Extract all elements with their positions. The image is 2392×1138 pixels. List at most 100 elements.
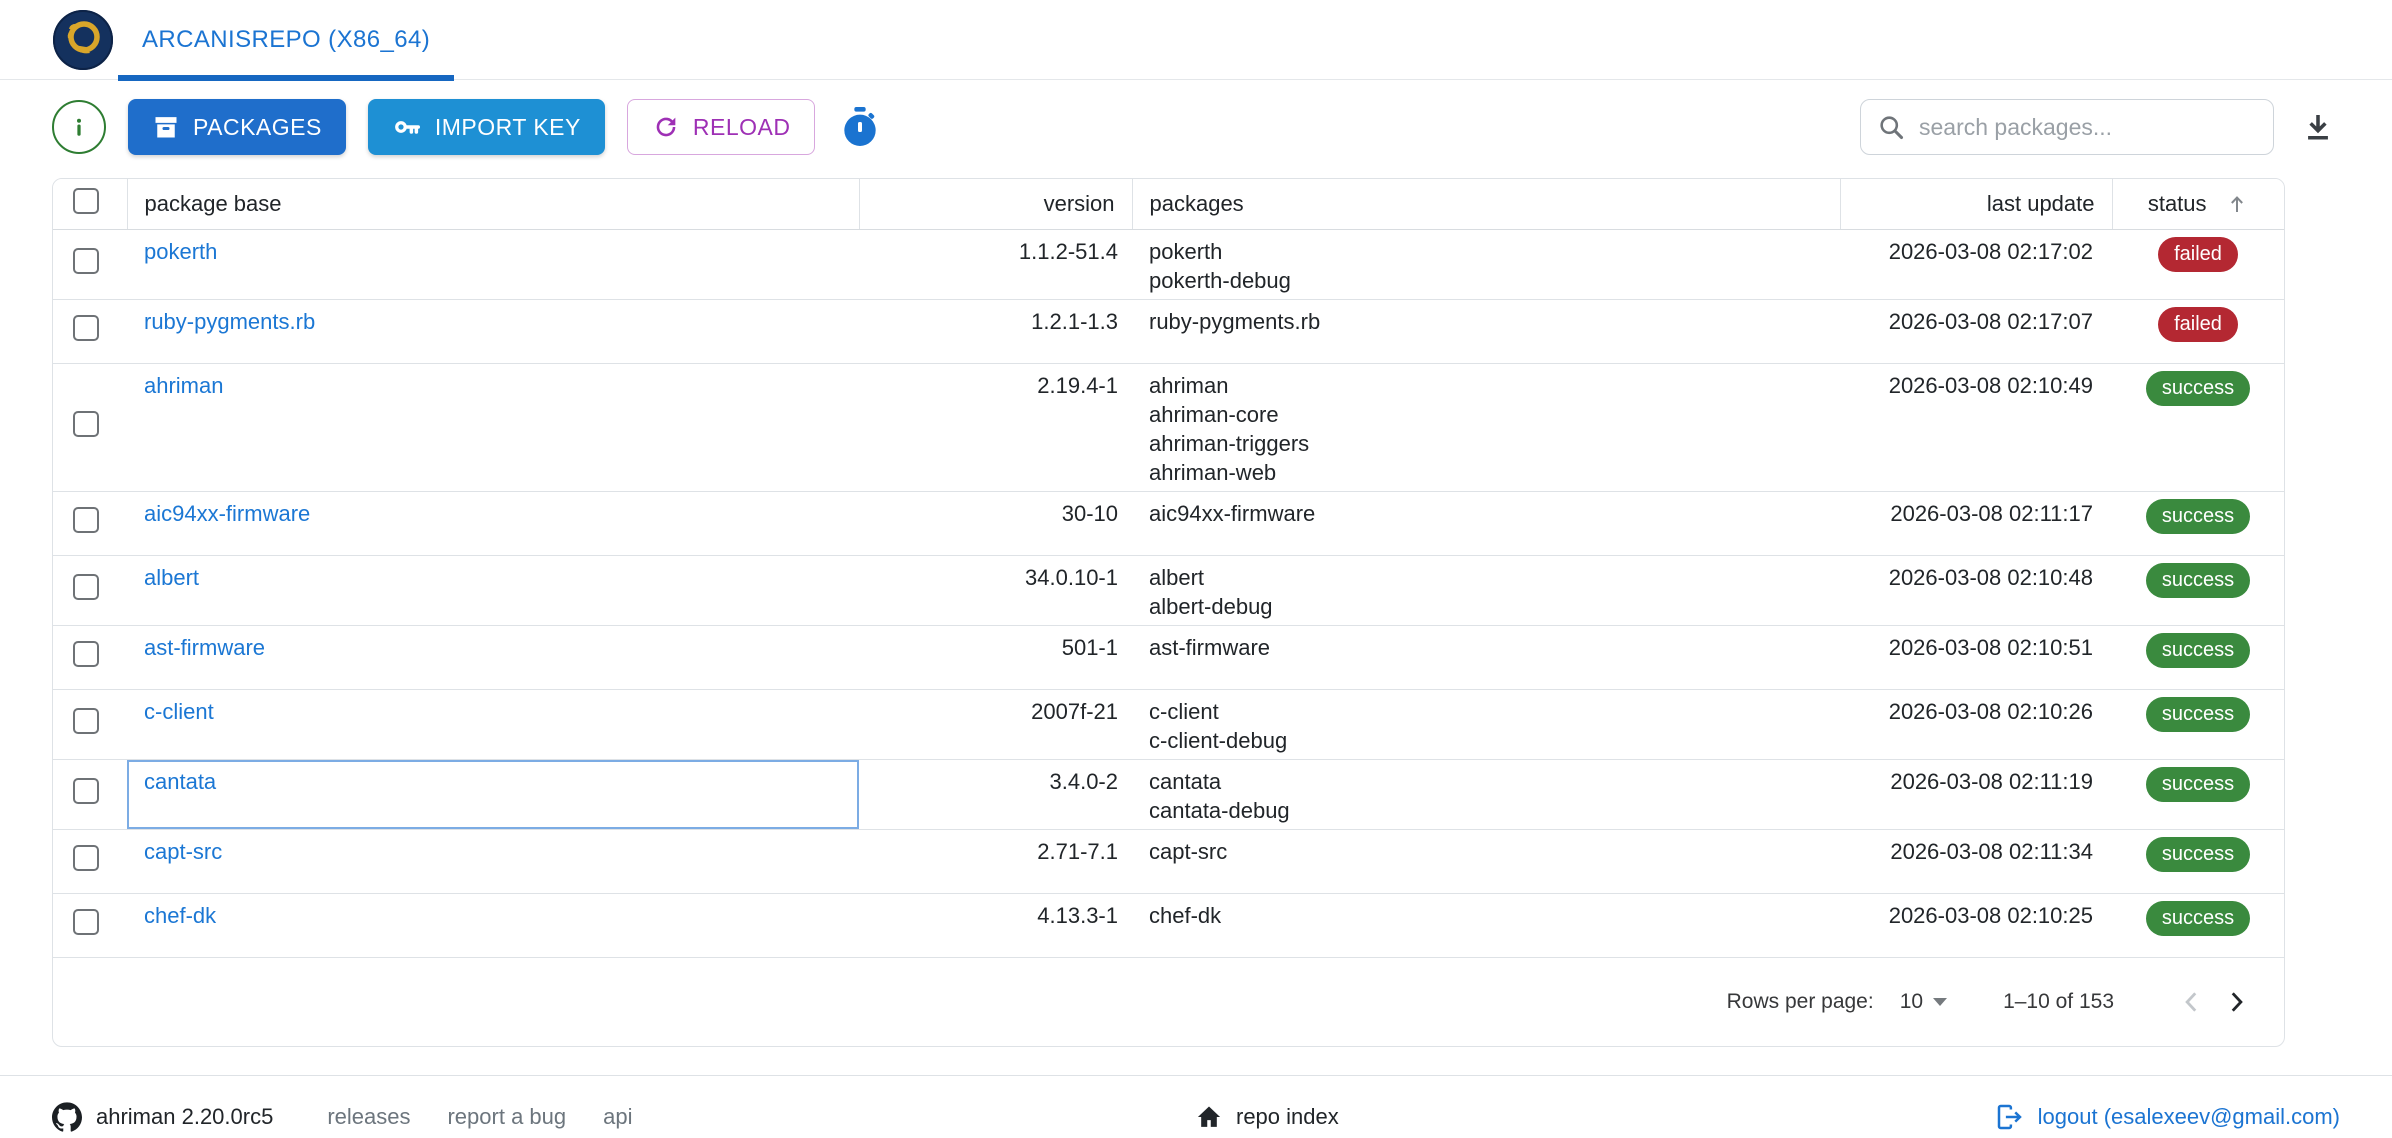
package-base-link[interactable]: albert — [144, 564, 200, 590]
status-cell: success — [2112, 491, 2284, 556]
prev-page-button[interactable] — [2170, 980, 2214, 1024]
package-base-link[interactable]: ahriman — [144, 372, 224, 398]
table-row[interactable]: ruby-pygments.rb 1.2.1-1.3 ruby-pygments.r… — [53, 299, 2284, 364]
package-name: albert-debug — [1149, 593, 1273, 619]
repo-index-link[interactable]: repo index — [1236, 1103, 1339, 1129]
package-base-link[interactable]: cantata — [144, 768, 217, 794]
column-header-packages[interactable]: packages — [1132, 179, 1841, 230]
chevron-left-icon — [2185, 991, 2197, 1012]
last-update-cell: 2026-03-08 02:10:49 — [1840, 363, 2112, 492]
last-update-cell: 2026-03-08 02:11:17 — [1840, 491, 2112, 556]
version-cell: 1.1.2-51.4 — [859, 229, 1132, 300]
status-badge: success — [2145, 562, 2251, 598]
package-name: ruby-pygments.rb — [1149, 308, 1321, 334]
packages-cell: ahriman ahriman-core ahriman-triggers ahrim… — [1132, 363, 1840, 492]
table-row[interactable]: chef-dk 4.13.3-1 chef-dk 2026-03-08 02:10:2… — [53, 893, 2284, 958]
package-base-cell: c-client — [127, 689, 859, 760]
report-bug-link[interactable]: report a bug — [447, 1103, 567, 1129]
package-base-link[interactable]: ast-firmware — [144, 634, 266, 660]
packages-button[interactable]: PACKAGES — [128, 99, 346, 155]
row-checkbox[interactable] — [73, 844, 99, 871]
package-base-link[interactable]: capt-src — [144, 838, 223, 864]
table-row[interactable]: c-client 2007f-21 c-client c-client-debug 20… — [53, 689, 2284, 760]
row-checkbox-cell — [53, 893, 127, 958]
version-cell: 2.19.4-1 — [859, 363, 1132, 492]
row-checkbox[interactable] — [73, 707, 99, 734]
row-checkbox-cell — [53, 759, 127, 830]
table-row[interactable]: cantata 3.4.0-2 cantata cantata-debug 2026-0… — [53, 759, 2284, 830]
row-checkbox[interactable] — [73, 247, 99, 274]
package-name: cantata-debug — [1149, 797, 1290, 823]
table-row[interactable]: albert 34.0.10-1 albert albert-debug 2026-03… — [53, 555, 2284, 626]
row-checkbox[interactable] — [73, 573, 99, 600]
refresh-icon — [656, 117, 676, 137]
select-all-checkbox[interactable] — [73, 187, 99, 214]
column-header-status[interactable]: status — [2112, 179, 2284, 230]
app-version-link[interactable]: ahriman 2.20.0rc5 — [96, 1103, 274, 1129]
import-key-button[interactable]: IMPORT KEY — [367, 99, 605, 155]
status-badge: success — [2145, 696, 2251, 732]
status-cell: success — [2112, 363, 2284, 492]
reload-button[interactable]: RELOAD — [626, 99, 816, 155]
row-checkbox[interactable] — [73, 777, 99, 804]
footer-links: releases report a bug api — [327, 1104, 632, 1130]
download-icon — [2308, 114, 2328, 140]
package-base-link[interactable]: aic94xx-firmware — [144, 500, 311, 526]
status-cell: success — [2112, 893, 2284, 958]
table-row[interactable]: pokerth 1.1.2-51.4 pokerth pokerth-debug 202… — [53, 229, 2284, 300]
releases-link[interactable]: releases — [327, 1103, 411, 1129]
package-name: aic94xx-firmware — [1149, 500, 1316, 526]
table-row[interactable]: ast-firmware 501-1 ast-firmware 2026-03-08 … — [53, 625, 2284, 690]
row-checkbox[interactable] — [73, 640, 99, 667]
last-update-cell: 2026-03-08 02:17:07 — [1840, 299, 2112, 364]
package-name: ast-firmware — [1149, 634, 1271, 660]
version-cell: 30-10 — [859, 491, 1132, 556]
api-link[interactable]: api — [603, 1103, 633, 1129]
pagination-range: 1–10 of 153 — [2003, 989, 2114, 1013]
packages-cell: ast-firmware — [1132, 625, 1840, 690]
package-base-cell: ruby-pygments.rb — [127, 299, 859, 364]
app-logo-icon — [53, 9, 113, 70]
package-name: capt-src — [1149, 838, 1228, 864]
row-checkbox[interactable] — [73, 314, 99, 341]
package-base-link[interactable]: chef-dk — [144, 902, 217, 928]
package-base-cell: capt-src — [127, 829, 859, 894]
download-button[interactable] — [2296, 105, 2340, 149]
column-header-version[interactable]: version — [859, 179, 1133, 230]
row-checkbox[interactable] — [73, 908, 99, 935]
import-key-button-label: IMPORT KEY — [434, 113, 581, 140]
rows-per-page-label: Rows per page: — [1726, 989, 1874, 1013]
package-base-link[interactable]: ruby-pygments.rb — [144, 308, 316, 334]
package-base-link[interactable]: pokerth — [144, 238, 218, 264]
timer-button[interactable] — [839, 104, 881, 150]
logout-link[interactable]: logout (esalexeev@gmail.com) — [2037, 1103, 2340, 1129]
packages-cell: c-client c-client-debug — [1132, 689, 1840, 760]
table-row[interactable]: aic94xx-firmware 30-10 aic94xx-firmware 202… — [53, 491, 2284, 556]
package-name: pokerth-debug — [1149, 267, 1291, 293]
table-row[interactable]: capt-src 2.71-7.1 capt-src 2026-03-08 02:11… — [53, 829, 2284, 894]
repo-index-group: repo index — [1195, 1103, 1339, 1131]
repo-tab[interactable]: ARCANISREPO (X86_64) — [118, 0, 455, 81]
next-page-button[interactable] — [2214, 980, 2258, 1024]
package-base-link[interactable]: c-client — [144, 698, 214, 724]
reload-button-label: RELOAD — [692, 113, 791, 140]
table-row[interactable]: ahriman 2.19.4-1 ahriman ahriman-core ahrima… — [53, 363, 2284, 492]
packages-cell: albert albert-debug — [1132, 555, 1840, 626]
version-cell: 4.13.3-1 — [859, 893, 1132, 958]
toolbar: PACKAGES IMPORT KEY RELOAD — [52, 96, 2340, 158]
package-base-cell: ahriman — [127, 363, 859, 492]
status-header-label: status — [2147, 190, 2207, 216]
package-name: ahriman-core — [1149, 401, 1279, 427]
row-checkbox[interactable] — [73, 410, 99, 437]
search-input[interactable] — [1917, 112, 2257, 142]
rows-per-page-select[interactable]: 10 — [1900, 990, 1948, 1014]
logout-icon — [1997, 1104, 2022, 1129]
status-cell: success — [2112, 689, 2284, 760]
column-header-last-update[interactable]: last update — [1840, 179, 2113, 230]
row-checkbox-cell — [53, 689, 127, 760]
status-cell: success — [2112, 625, 2284, 690]
row-checkbox[interactable] — [73, 506, 99, 533]
info-button[interactable] — [52, 100, 106, 154]
last-update-cell: 2026-03-08 02:11:34 — [1840, 829, 2112, 894]
column-header-package-base[interactable]: package base — [127, 179, 860, 230]
